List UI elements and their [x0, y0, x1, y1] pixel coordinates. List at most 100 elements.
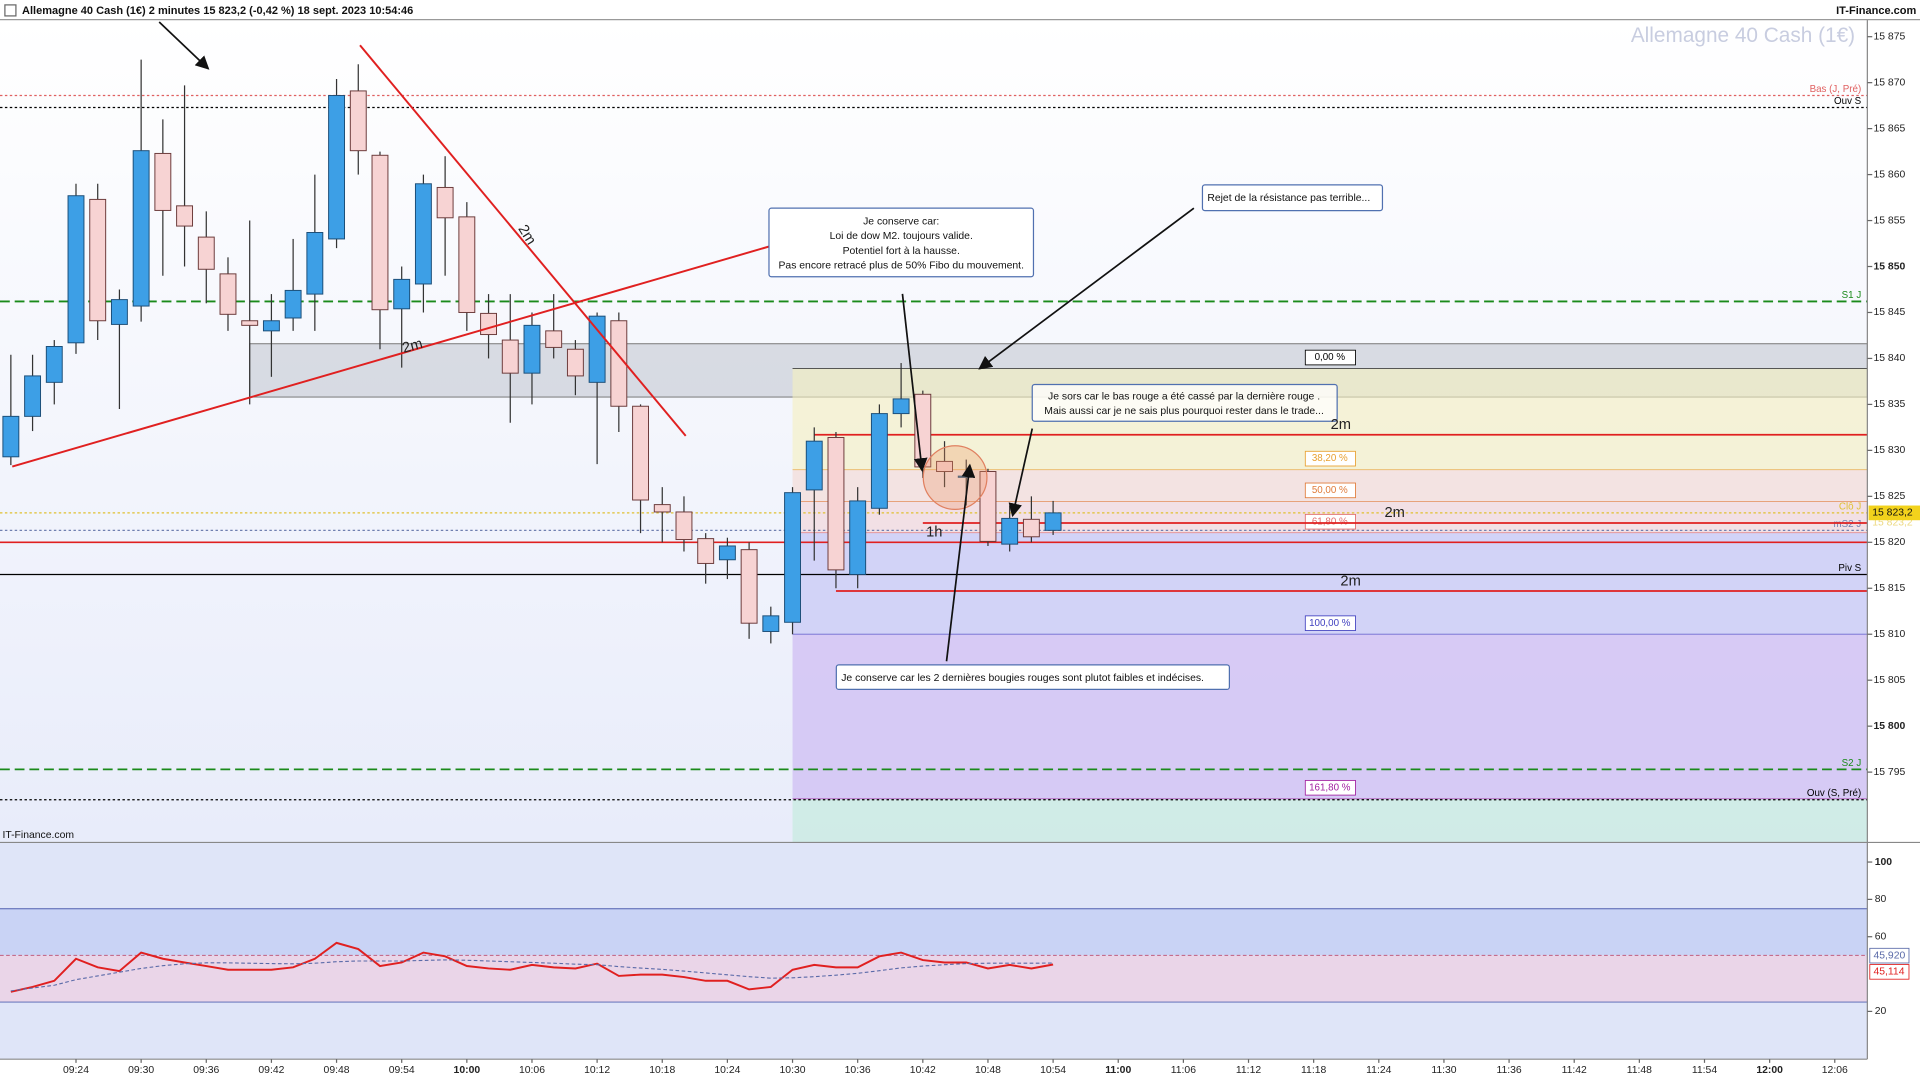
candle-body — [393, 278, 411, 310]
annotation-box — [1031, 383, 1338, 422]
annotation-box — [768, 207, 1035, 278]
candle-body — [110, 299, 128, 325]
candle-body — [784, 492, 801, 623]
candle-body — [936, 460, 953, 473]
fibo-label: 0,00 % — [1315, 352, 1346, 363]
level-label: S2 J — [1842, 758, 1862, 769]
y-tick-label: 15 855 — [1873, 215, 1905, 226]
candle-body — [653, 504, 671, 513]
time-axis-bg — [0, 1059, 1920, 1080]
trend-line — [11, 231, 818, 468]
credit: IT-Finance.com — [2, 830, 74, 841]
y-tick-label: 15 815 — [1873, 583, 1905, 594]
candle-body — [306, 232, 324, 295]
x-tick-label: 11:24 — [1366, 1065, 1391, 1076]
y-tick-label: 15 860 — [1873, 169, 1905, 180]
fibo-label-box — [1304, 450, 1356, 467]
fibo-label: 161,80 % — [1309, 782, 1351, 793]
price-axis-bg — [1867, 19, 1920, 1080]
candle-body — [67, 195, 85, 344]
x-tick-label: 11:36 — [1496, 1065, 1521, 1076]
candle-body — [762, 615, 780, 632]
rsi-label-box — [1869, 964, 1910, 980]
y-tick-label: 15 835 — [1873, 399, 1905, 410]
price-label-box — [1868, 505, 1920, 521]
candle-body — [892, 398, 910, 415]
x-tick-label: 09:42 — [258, 1065, 284, 1076]
level-label: Clô J — [1839, 501, 1861, 512]
candle-body — [588, 315, 606, 383]
drawings: Je conserve car: Loi de dow M2. toujours… — [11, 21, 1384, 690]
candle-body — [414, 183, 432, 285]
fibo-label: 61,80 % — [1312, 516, 1348, 527]
candle-body — [632, 405, 649, 501]
x-tick-label: 11:06 — [1171, 1065, 1196, 1076]
arrow — [945, 463, 976, 662]
annotation-box — [1201, 184, 1384, 212]
level-label: S1 J — [1842, 290, 1862, 301]
level-axis-label: 15 823,2 — [1872, 517, 1913, 528]
x-tick-label: 10:30 — [780, 1065, 806, 1076]
arrow — [1008, 428, 1034, 518]
fibo-label: 50,00 % — [1312, 485, 1348, 496]
candle-body — [219, 273, 237, 315]
x-tick-label: 09:30 — [128, 1065, 154, 1076]
rsi-band — [0, 842, 1868, 909]
arrow — [978, 207, 1195, 370]
fibo-label-box — [1304, 349, 1356, 366]
tag-label: 2m — [401, 336, 425, 357]
level-label: Ouv (S, Pré) — [1807, 788, 1861, 799]
x-tick-label: 11:12 — [1236, 1065, 1261, 1076]
candle-body — [349, 90, 367, 152]
candle-body — [501, 339, 519, 374]
candle-body — [154, 152, 172, 211]
tag-label: 2m — [1331, 417, 1351, 433]
fibo-band — [792, 634, 1868, 799]
rsi-label: 45,920 — [1873, 950, 1905, 961]
level-label: Bas (J, Pré) — [1810, 84, 1862, 95]
x-tick-label: 10:06 — [519, 1065, 545, 1076]
header-title: Allemagne 40 Cash (1€) 2 minutes 15 823,… — [22, 5, 413, 17]
annotation-text: Mais aussi car je ne sais plus pourquoi … — [1044, 406, 1324, 417]
rsi-label: 45,114 — [1873, 967, 1904, 978]
candle-body — [979, 471, 997, 542]
fibo-band — [792, 798, 1868, 843]
x-tick-label: 09:54 — [389, 1065, 415, 1076]
x-tick-label: 11:48 — [1627, 1065, 1652, 1076]
arrow — [158, 21, 210, 70]
fibo-label-box — [1304, 513, 1356, 530]
fibo-label: 38,20 % — [1312, 453, 1348, 464]
highlight-circle — [922, 445, 988, 510]
x-tick-label: 12:06 — [1822, 1065, 1848, 1076]
annotation-text: Je conserve car: — [863, 216, 939, 227]
level-label: mS2 J — [1833, 519, 1861, 530]
y-tick-label: 15 840 — [1873, 353, 1905, 364]
y-tick-label: 15 825 — [1873, 491, 1905, 502]
fibo-label: 100,00 % — [1309, 618, 1351, 629]
header-source: IT-Finance.com — [1836, 5, 1916, 17]
candle-body — [241, 320, 259, 326]
y-tick-label: 15 795 — [1873, 767, 1905, 778]
x-tick-label: 10:00 — [454, 1065, 481, 1076]
y-tick-label: 15 820 — [1873, 537, 1905, 548]
y-tick-label: 15 870 — [1873, 77, 1905, 88]
annotation-text: Je sors car le bas rouge a été cassé par… — [1048, 391, 1320, 402]
x-tick-label: 10:48 — [975, 1065, 1001, 1076]
arrow — [901, 293, 928, 472]
x-tick-label: 11:00 — [1105, 1065, 1131, 1076]
candle-body — [805, 440, 823, 491]
candle-body — [545, 330, 563, 348]
candle-body — [697, 538, 715, 564]
candle-body — [284, 289, 302, 319]
x-tick-label: 11:18 — [1301, 1065, 1326, 1076]
x-tick-label: 09:48 — [324, 1065, 350, 1076]
y-tick-label: 15 875 — [1873, 31, 1905, 42]
x-tick-label: 09:36 — [193, 1065, 219, 1076]
candle-body — [870, 413, 888, 509]
candle-body — [827, 437, 845, 571]
rsi-line — [10, 941, 1054, 993]
checkbox[interactable] — [4, 4, 17, 17]
candle-body — [849, 500, 867, 575]
candle-body — [2, 415, 20, 458]
